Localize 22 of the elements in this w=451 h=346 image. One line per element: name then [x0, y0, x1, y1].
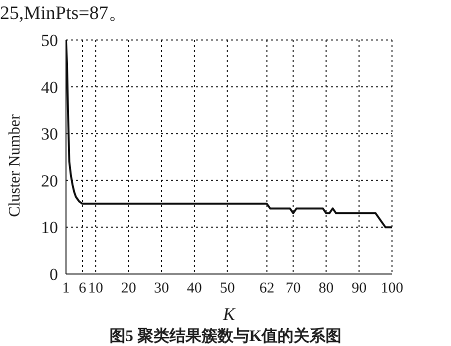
- y-axis-title: Cluster Number: [6, 114, 24, 217]
- x-tick-label: 1: [62, 280, 70, 297]
- x-tick-label: 50: [220, 280, 235, 297]
- y-tick-label: 40: [41, 78, 58, 97]
- y-tick-label: 10: [41, 218, 58, 238]
- x-tick-label: 70: [286, 280, 301, 297]
- x-tick-label: 40: [186, 280, 202, 297]
- x-tick-label: 80: [318, 280, 334, 297]
- text: 25,MinPts=87。: [0, 2, 128, 26]
- x-tick-label: 90: [352, 280, 367, 297]
- x-tick-label: 30: [154, 280, 169, 297]
- x-tick-label: 100: [380, 280, 404, 297]
- y-tick-label: 30: [41, 124, 58, 144]
- x-axis-title: K: [222, 304, 236, 324]
- y-tick-label: 0: [50, 265, 58, 284]
- caption: 图5 聚类结果簇数与K值的关系图: [108, 326, 343, 346]
- x-tick-label: 10: [88, 280, 104, 297]
- x-tick-label: 20: [121, 280, 136, 297]
- x-tick-label: 62: [259, 280, 274, 297]
- y-tick-label: 20: [41, 171, 58, 190]
- y-tick-label: 50: [41, 31, 58, 50]
- x-tick-label: 6: [78, 280, 87, 297]
